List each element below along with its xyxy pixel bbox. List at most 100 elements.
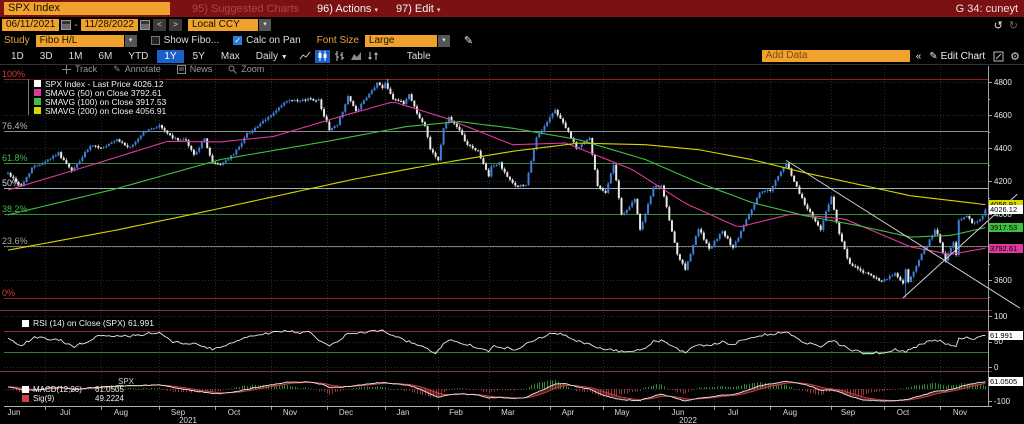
line-chart-icon[interactable] [298,50,313,63]
range-button-6M[interactable]: 6M [98,50,113,62]
range-button-1D[interactable]: 1D [11,50,24,62]
calendar-icon[interactable] [61,20,72,30]
edit-menu[interactable]: 97) Edit ▾ [396,3,440,15]
price-tick-label: 4800 [994,77,1012,87]
fib-label-50%: 50% [2,178,21,189]
annotate-label: Annotate [124,64,161,74]
annotate-tool[interactable]: ✎ Annotate [113,64,161,75]
rsi-tick-label: 0 [994,362,999,372]
month-label: Sep [840,408,856,417]
suggested-charts-button[interactable]: 95) Suggested Charts [192,2,300,15]
fib-label-100%: 100% [2,68,26,79]
font-size-select[interactable]: Large [364,34,437,47]
undo-icon[interactable]: ↺ [993,19,1003,32]
currency-dropdown-arrow[interactable]: ▾ [258,19,271,31]
legend-text: SMAVG (50) on Close 3792.61 [45,87,162,98]
study-dropdown-arrow[interactable]: ▾ [124,34,137,47]
zoom-tool[interactable]: Zoom [228,64,264,74]
candlestick-chart-icon[interactable] [314,49,330,63]
legend-row: Sig(9) 49.2224 [22,394,124,403]
gear-icon[interactable]: ⚙ [1010,50,1020,63]
rsi-value-box: 61.991 [989,330,1023,340]
legend-row[interactable]: SPX Index - Last Price 4026.12 [34,78,166,89]
show-fibo-label: Show Fibo... [163,35,220,46]
legend-color-chip [34,98,41,105]
month-label: Jun [7,408,21,417]
magnifier-icon [228,65,238,74]
ohlc-chart-icon[interactable] [332,50,347,63]
legend-text: SMAVG (200) on Close 4056.91 [45,105,167,116]
legend-value: 49.2224 [95,394,124,403]
range-button-1Y[interactable]: 1Y [157,49,184,63]
pencil-icon: ✎ [113,63,121,74]
legend-color-chip [34,80,41,87]
track-label: Track [75,64,98,74]
legend-row[interactable]: SMAVG (100) on Close 3917.53 [34,97,166,107]
period-label: Daily [255,50,279,62]
font-size-label: Font Size [316,35,359,46]
show-fibo-checkbox[interactable] [150,36,160,45]
range-button-group: 1D 3D 1M 6M YTD 1Y 5Y Max [4,49,249,63]
legend-text: RSI (14) on Close (SPX) 61.991 [33,318,154,328]
legend-row[interactable]: SMAVG (50) on Close 3792.61 [34,87,166,98]
redo-icon[interactable]: ↻ [1008,19,1018,32]
calendar-icon[interactable] [139,20,150,30]
month-label: Dec [338,408,354,417]
title-bar: SPX Index 95) Suggested Charts 96) Actio… [0,0,1024,17]
session-label: G 34: cuneyt [955,2,1018,15]
fib-label-76.4%: 76.4% [2,120,28,131]
collapse-icon[interactable]: « [915,50,922,62]
news-tool[interactable]: News [176,64,212,74]
rsi-legend[interactable]: RSI (14) on Close (SPX) 61.991 [22,318,154,328]
price-tick-label: 4600 [994,110,1012,120]
range-button-3D[interactable]: 3D [39,50,53,62]
font-size-dropdown-arrow[interactable]: ▾ [437,34,450,47]
compare-arrows-icon[interactable] [366,50,381,63]
fib-label-23.6%: 23.6% [2,236,28,247]
range-button-5Y[interactable]: 5Y [192,50,205,62]
calc-on-pan-checkbox[interactable]: ✓ [233,36,243,45]
study-select[interactable]: Fibo H/L [35,34,124,47]
annotate-panel-icon[interactable] [993,51,1004,62]
fib-label-0%: 0% [2,287,16,298]
legend-value: 61.0505 [95,385,124,394]
range-button-Max[interactable]: Max [220,50,240,62]
legend-text: SPX Index - Last Price 4026.12 [45,78,164,89]
track-tool[interactable]: Track [62,64,97,74]
next-range-button[interactable]: > [168,19,182,31]
edit-pencil-icon[interactable]: ✎ [463,35,474,47]
range-toolbar: 1D 3D 1M 6M YTD 1Y 5Y Max Daily ▼ Table Add Dat… [0,48,1024,64]
prev-range-button[interactable]: < [152,19,166,31]
price-tick-label: 3600 [994,275,1012,285]
legend-row[interactable]: SMAVG (200) on Close 4056.91 [34,105,167,116]
price-value-box: 4056.91 [989,200,1023,210]
edit-chart-button[interactable]: Edit Chart [940,50,986,62]
legend-color-chip [34,107,41,114]
month-label: Oct [227,408,241,417]
month-label: Nov [282,408,298,417]
month-label: Apr [561,408,575,417]
period-select[interactable]: Daily ▼ [255,50,288,62]
month-label: May [614,408,630,417]
mountain-chart-icon[interactable] [349,50,364,63]
range-button-YTD[interactable]: YTD [128,50,149,62]
price-tick-label: 4200 [994,176,1012,186]
currency-select[interactable]: Local CCY [187,19,258,31]
range-button-1M[interactable]: 1M [68,50,83,62]
edit-chart-pencil-icon[interactable]: ✎ [929,50,938,62]
chevron-down-icon: ▾ [436,6,441,14]
actions-menu[interactable]: 96) Actions ▾ [317,3,378,15]
month-label: Aug [113,408,129,417]
fib-label-61.8%: 61.8% [2,152,28,163]
add-data-input[interactable]: Add Data [761,50,910,62]
macd-legend[interactable]: MACD(12,26) 61.0505 Sig(9) 49.2224 [22,385,124,403]
ticker-input[interactable]: SPX Index [4,2,170,15]
start-date-input[interactable]: 06/11/2021 [2,19,60,31]
end-date-input[interactable]: 11/28/2022 [80,19,138,31]
month-label: Jan [396,408,410,417]
legend-color-chip [34,89,41,96]
legend-text: MACD(12,26) [33,385,82,394]
table-button[interactable]: Table [406,50,431,62]
